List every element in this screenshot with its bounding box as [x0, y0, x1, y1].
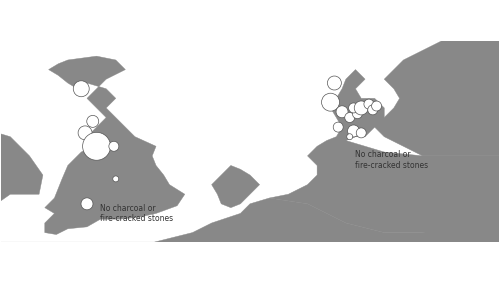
Text: No charcoal or
fire-cracked stones: No charcoal or fire-cracked stones: [100, 204, 174, 223]
Circle shape: [352, 109, 362, 119]
Circle shape: [372, 101, 382, 111]
Circle shape: [354, 101, 368, 115]
Circle shape: [78, 126, 92, 140]
Circle shape: [368, 105, 378, 115]
Polygon shape: [45, 56, 185, 235]
Polygon shape: [365, 41, 500, 156]
Circle shape: [364, 99, 374, 109]
Circle shape: [113, 176, 119, 182]
Circle shape: [109, 141, 119, 151]
Circle shape: [322, 93, 340, 111]
Circle shape: [356, 128, 366, 138]
Circle shape: [82, 132, 110, 160]
Circle shape: [74, 81, 89, 97]
Circle shape: [348, 125, 360, 137]
Circle shape: [348, 103, 358, 113]
Text: No charcoal or
fire-cracked stones: No charcoal or fire-cracked stones: [356, 150, 428, 170]
Circle shape: [344, 113, 354, 123]
Circle shape: [328, 76, 342, 90]
Polygon shape: [0, 131, 43, 208]
Circle shape: [346, 134, 352, 140]
Circle shape: [87, 115, 99, 127]
Circle shape: [81, 198, 93, 210]
Polygon shape: [269, 70, 500, 242]
Polygon shape: [0, 198, 500, 242]
Polygon shape: [212, 166, 260, 208]
Circle shape: [333, 122, 343, 132]
Circle shape: [336, 106, 348, 118]
